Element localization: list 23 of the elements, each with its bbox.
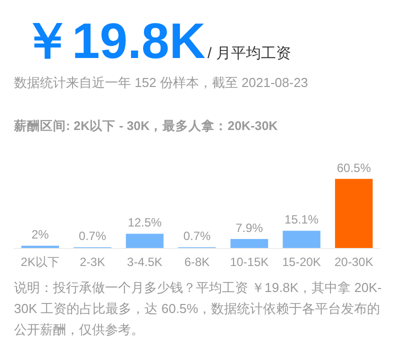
data-label: 2% — [31, 228, 50, 242]
chart-subtitle: / 月平均工资 — [207, 45, 291, 62]
text: 数据统计来自近一年 152 份样本，截至 2021-08-23 — [14, 74, 308, 92]
data-label: 7.9% — [236, 220, 264, 235]
x-tick-label: 3-4.5K — [127, 255, 162, 269]
x-tick-label: 6-8K — [184, 255, 210, 269]
data-label: 60.5% — [336, 160, 372, 175]
data-label: 0.7% — [183, 229, 211, 244]
data-label: 0.7% — [78, 229, 106, 244]
chart-title: ￥19.8K — [22, 13, 206, 69]
bar — [335, 178, 373, 248]
text: 说明：投行承做一个月多少钱？平均工资 ￥19.8K，其中拿 20K-30K 工资的占比最多，达 60.5%，数据统计依赖于各平台发布的公开薪酬，仅供参考。 — [14, 279, 383, 339]
bar — [126, 234, 164, 248]
x-tick-label: 2-3K — [80, 255, 106, 269]
x-tick-label: 10-15K — [230, 255, 269, 269]
bar — [282, 230, 320, 248]
x-tick-label: 15-20K — [282, 255, 321, 269]
x-tick-label: 2K以下 — [20, 255, 60, 269]
data-label: 12.5% — [128, 216, 162, 230]
data-label: 15.1% — [284, 212, 319, 227]
bar — [230, 238, 268, 248]
x-tick-label: 20-30K — [334, 255, 374, 269]
text: 薪酬区间: 2K以下 - 30K，最多人拿：20K-30K — [14, 118, 278, 135]
